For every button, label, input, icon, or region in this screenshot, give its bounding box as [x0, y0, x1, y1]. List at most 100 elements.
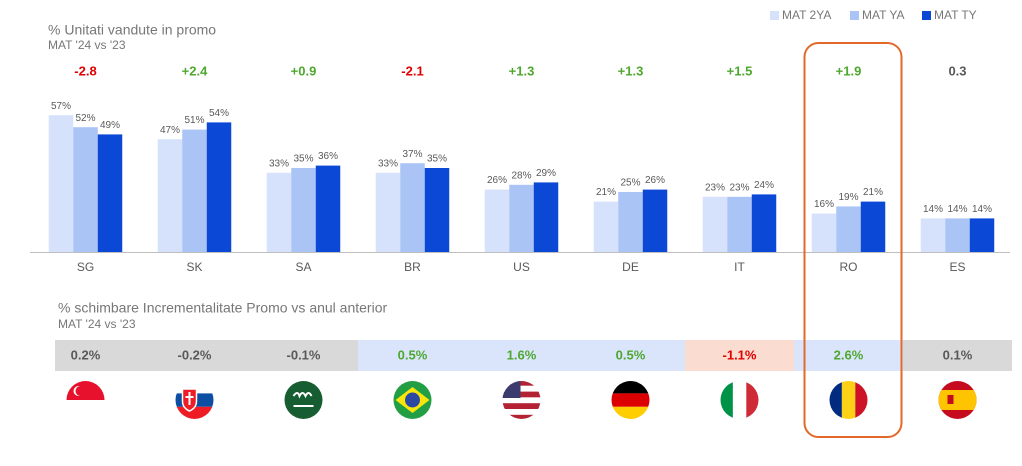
flag-part [66, 400, 105, 419]
value-label: 23% [705, 182, 725, 193]
incrementality-label: 0.2% [71, 347, 101, 362]
x-tick-label: RO [840, 260, 858, 274]
bar [618, 192, 643, 252]
value-label: 37% [402, 149, 422, 160]
legend-swatch [850, 11, 859, 20]
change-label: +2.4 [182, 63, 208, 78]
value-label: 35% [427, 154, 447, 165]
value-label: 25% [620, 178, 640, 189]
incrementality-cell [140, 340, 249, 371]
x-tick-label: IT [734, 260, 745, 274]
flag-part [75, 386, 86, 396]
incrementality-cell [903, 340, 1012, 371]
flag-part [502, 381, 521, 398]
incrementality-label: -1.1% [723, 347, 757, 362]
incrementality-cell [794, 340, 903, 371]
flag-part [611, 393, 650, 407]
flag [938, 381, 977, 419]
incrementality-cell [576, 340, 685, 371]
value-label: 28% [511, 170, 531, 181]
legend-label: MAT 2YA [782, 8, 831, 22]
bar [593, 201, 619, 252]
incrementality-label: -0.2% [178, 347, 212, 362]
flag-part [746, 381, 759, 419]
highlight-box [803, 42, 903, 438]
bar [97, 134, 123, 252]
bar [509, 184, 534, 252]
flag-part [66, 381, 105, 400]
incrementality-cell [358, 340, 467, 371]
incrementality-label: 0.5% [616, 347, 646, 362]
flag-part [938, 390, 977, 410]
bar [291, 168, 316, 252]
change-label: 0.3 [948, 63, 966, 78]
flag-part [611, 406, 650, 419]
bar [836, 206, 861, 252]
legend-label: MAT TY [934, 8, 977, 22]
flag-part [502, 381, 541, 386]
x-tick-label: SA [295, 260, 311, 274]
value-label: 57% [51, 101, 71, 112]
flag-part [732, 381, 747, 419]
flag-part [947, 395, 954, 404]
legend-swatch [770, 11, 779, 20]
bar [751, 194, 777, 252]
value-label: 23% [729, 182, 749, 193]
flag-part [502, 409, 541, 415]
change-label: +0.9 [291, 63, 317, 78]
bar [811, 213, 837, 252]
flag-part [284, 381, 323, 419]
flag-part [502, 403, 541, 409]
bar [315, 165, 341, 252]
incrementality-cell [249, 340, 358, 371]
x-tick-label: SG [77, 260, 94, 274]
bar [157, 139, 183, 252]
value-label: 49% [100, 120, 120, 131]
chart-subtitle: MAT '24 vs '23 [48, 38, 126, 52]
incrementality-label: 1.6% [507, 347, 537, 362]
incrementality-cell [55, 340, 140, 371]
value-label: 52% [75, 113, 95, 124]
flag-part [502, 397, 541, 404]
change-label: +1.5 [727, 63, 753, 78]
change-label: +1.9 [836, 63, 862, 78]
bar [375, 172, 401, 252]
bar [642, 189, 668, 252]
flag-part [185, 392, 194, 405]
flag [284, 381, 323, 419]
bar [920, 218, 946, 252]
flag-part [175, 406, 214, 419]
flag [502, 381, 541, 419]
section-subtitle: MAT '24 vs '23 [58, 317, 136, 331]
change-label: +1.3 [618, 63, 644, 78]
value-label: 19% [838, 192, 858, 203]
x-tick-label: US [513, 260, 530, 274]
flag [829, 381, 868, 419]
value-label: 21% [863, 187, 883, 198]
value-label: 33% [378, 158, 398, 169]
flag-part [829, 381, 842, 419]
value-label: 21% [596, 187, 616, 198]
chart-title: % Unitati vandute in promo [48, 22, 216, 38]
bar [266, 172, 292, 252]
value-label: 26% [487, 175, 507, 186]
bar [533, 182, 559, 252]
change-label: -2.8 [74, 63, 96, 78]
x-tick-label: SK [186, 260, 202, 274]
flag-part [292, 392, 314, 407]
value-label: 26% [645, 175, 665, 186]
flag [611, 381, 650, 419]
value-label: 14% [923, 204, 943, 215]
incrementality-label: 0.5% [398, 347, 428, 362]
flag-part [855, 381, 868, 419]
incrementality-label: -0.1% [287, 347, 321, 362]
flag-part [841, 381, 856, 419]
change-label: +1.3 [509, 63, 535, 78]
x-tick-label: ES [949, 260, 965, 274]
flag-part [502, 391, 541, 398]
flag [720, 381, 759, 419]
value-label: 36% [318, 151, 338, 162]
value-label: 35% [293, 154, 313, 165]
value-label: 29% [536, 168, 556, 179]
value-label: 16% [814, 199, 834, 210]
